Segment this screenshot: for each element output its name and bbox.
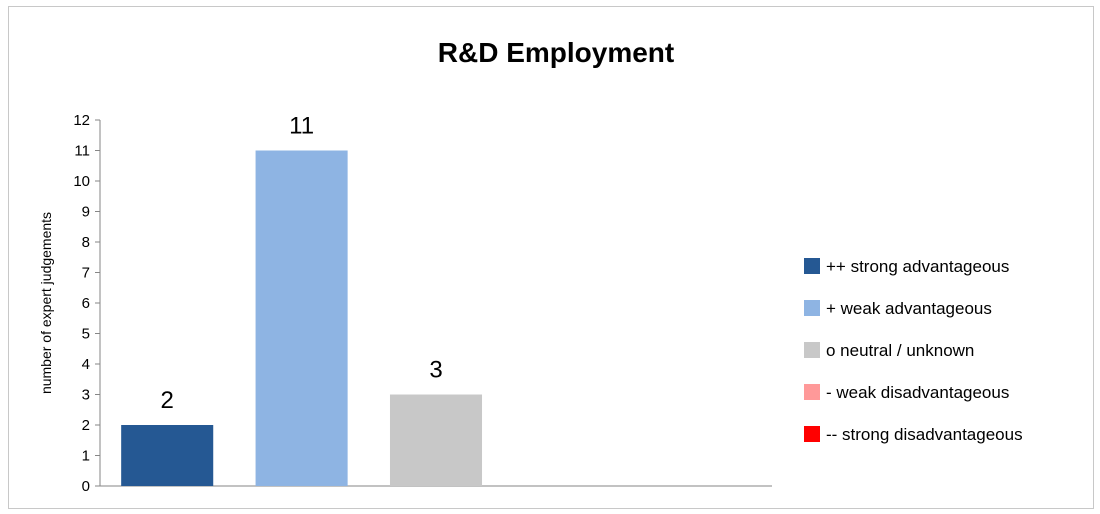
legend-label: ++ strong advantageous xyxy=(826,257,1009,276)
chart-title: R&D Employment xyxy=(438,37,674,68)
legend-swatch xyxy=(804,384,820,400)
bar xyxy=(389,394,483,486)
bars: 2 11 3 xyxy=(121,113,483,486)
data-label: 11 xyxy=(289,113,314,140)
legend-swatch xyxy=(804,342,820,358)
y-tick-label: 3 xyxy=(82,387,90,404)
y-tick-label: 6 xyxy=(82,295,90,312)
legend-swatch xyxy=(804,300,820,316)
data-label: 2 xyxy=(161,387,174,414)
y-tick-label: 0 xyxy=(82,478,90,495)
legend-swatch xyxy=(804,258,820,274)
legend-label: o neutral / unknown xyxy=(826,341,974,360)
legend-swatch xyxy=(804,426,820,442)
bar xyxy=(255,150,348,486)
y-tick-label: 8 xyxy=(82,234,90,251)
y-axis-label: number of expert judgements xyxy=(38,212,54,394)
y-tick-label: 1 xyxy=(82,448,90,465)
legend-label: -- strong disadvantageous xyxy=(826,425,1023,444)
y-tick-label: 11 xyxy=(74,143,90,160)
legend-label: - weak disadvantageous xyxy=(826,383,1009,402)
y-tick-label: 4 xyxy=(82,356,90,373)
data-label: 3 xyxy=(429,357,442,384)
legend-label: + weak advantageous xyxy=(826,299,992,318)
y-tick-label: 12 xyxy=(73,112,90,129)
y-tick-label: 9 xyxy=(82,204,90,221)
y-tick-label: 7 xyxy=(82,265,90,282)
y-tick-label: 10 xyxy=(73,173,90,190)
bar xyxy=(121,425,214,486)
y-tick-label: 5 xyxy=(82,326,90,343)
y-tick-label: 2 xyxy=(82,417,90,434)
legend: ++ strong advantageous + weak advantageou… xyxy=(804,257,1023,444)
